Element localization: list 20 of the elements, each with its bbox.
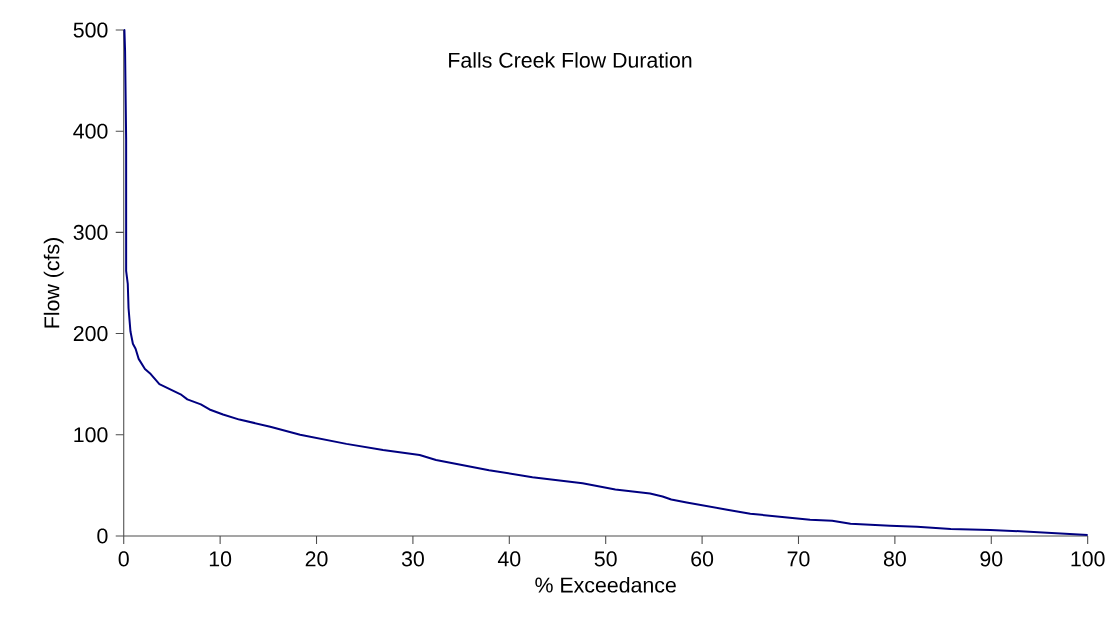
x-tick-label: 60 [691, 551, 714, 567]
y-tick-label: 0 [97, 528, 108, 544]
y-tick-label: 100 [74, 427, 108, 443]
x-axis-title: % Exceedance [535, 576, 676, 593]
x-tick-label: 70 [787, 551, 810, 567]
x-tick-label: 30 [401, 551, 424, 567]
x-tick-label: 0 [118, 551, 129, 567]
x-tick-label: 40 [497, 551, 521, 567]
x-tick-label: 80 [883, 551, 906, 567]
y-tick-label: 500 [73, 22, 108, 38]
x-tick-label: 50 [594, 551, 617, 567]
y-tick-label: 400 [73, 123, 108, 139]
x-tick-label: 20 [305, 551, 328, 567]
x-tick-label: 90 [980, 551, 1003, 567]
text: Falls Creek Flow Duration [449, 52, 692, 68]
x-tick-label: 100 [1071, 551, 1105, 567]
x-tick-label: 10 [209, 551, 232, 567]
y-axis-title: Flow (cfs) [43, 238, 64, 328]
y-tick-label: 300 [73, 224, 108, 240]
y-tick-label: 200 [73, 326, 108, 342]
